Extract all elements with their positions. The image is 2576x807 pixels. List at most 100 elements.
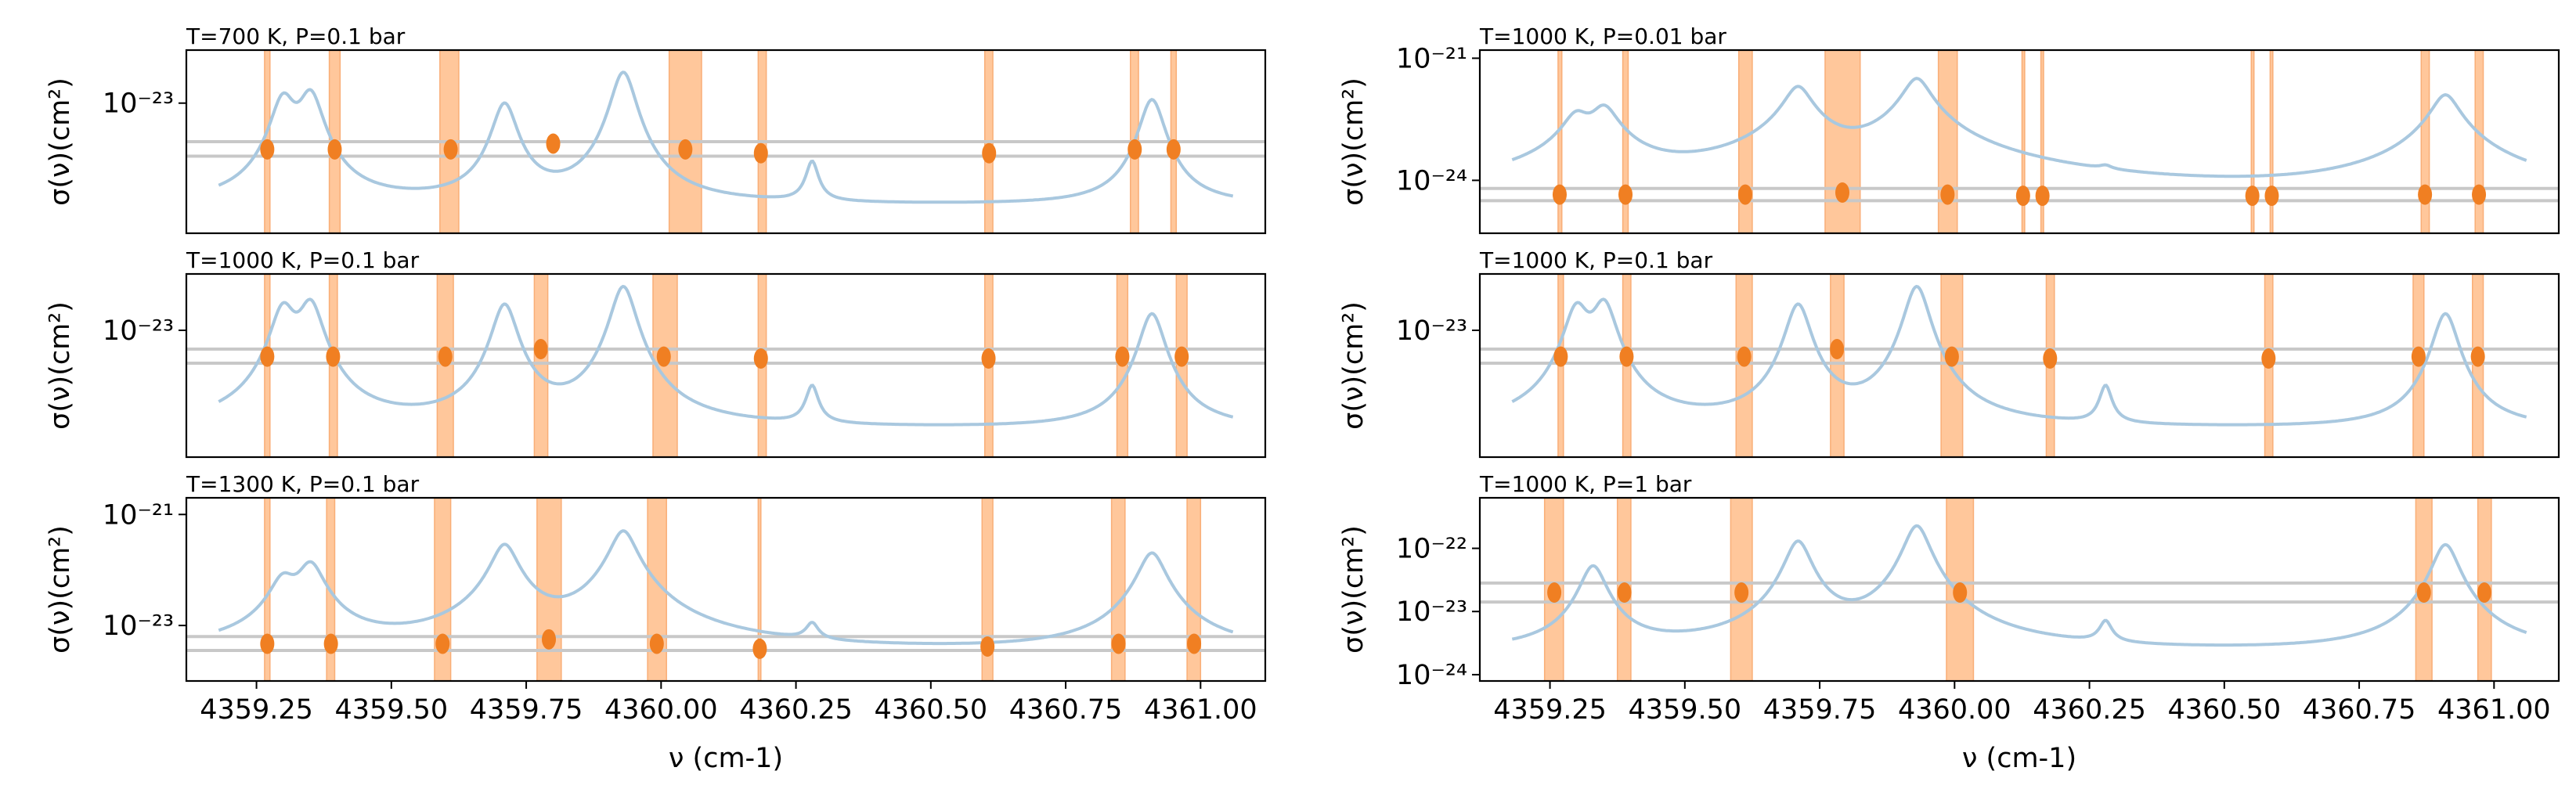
band-8 bbox=[2250, 50, 2255, 233]
xtick-label: 4360.75 bbox=[1009, 694, 1123, 726]
band-6 bbox=[2021, 50, 2026, 233]
spectrum-line bbox=[1511, 284, 2527, 427]
marker-7 bbox=[2035, 186, 2050, 207]
marker-4 bbox=[1835, 182, 1850, 203]
xtick-label: 4361.00 bbox=[2437, 694, 2551, 726]
marker-5 bbox=[678, 139, 693, 160]
ytick-label: 10⁻²⁴ bbox=[1396, 660, 1467, 691]
ytick-label: 10⁻²³ bbox=[1396, 596, 1467, 628]
marker-2 bbox=[327, 139, 342, 160]
ytick-label: 10⁻²³ bbox=[103, 315, 174, 347]
marker-3 bbox=[1737, 346, 1752, 367]
marker-3 bbox=[435, 633, 450, 654]
xtick-label: 4360.50 bbox=[874, 694, 987, 726]
panel-title: T=1300 K, P=0.1 bar bbox=[186, 471, 420, 497]
marker-2 bbox=[1617, 582, 1632, 603]
marker-4 bbox=[546, 133, 561, 154]
panel-title: T=1000 K, P=0.01 bar bbox=[1479, 23, 1726, 49]
marker-8 bbox=[2411, 346, 2426, 367]
band-4 bbox=[1824, 50, 1861, 233]
y-axis-label: σ(ν)(cm²) bbox=[45, 77, 76, 206]
panel-5: T=1000 K, P=0.1 bar 10⁻²³ σ(ν)(cm²) bbox=[1338, 247, 2560, 459]
band-10 bbox=[2420, 50, 2430, 233]
band-6 bbox=[757, 498, 762, 681]
panel-2: T=1000 K, P=0.1 bar 10⁻²³ σ(ν)(cm²) bbox=[45, 247, 1267, 459]
marker-4 bbox=[1953, 582, 1968, 603]
spectrum-line bbox=[1511, 77, 2527, 178]
panel-3: T=1300 K, P=0.1 bar 10⁻²³ 10⁻²¹ σ(ν)(cm²) 43… bbox=[45, 471, 1267, 774]
marker-8 bbox=[1111, 633, 1126, 654]
ytick-label: 10⁻²² bbox=[1396, 534, 1467, 565]
xtick-label: 4360.50 bbox=[2167, 694, 2281, 726]
marker-1 bbox=[260, 346, 275, 367]
plot-area bbox=[1480, 50, 2559, 233]
band-3 bbox=[1737, 50, 1753, 233]
band-1 bbox=[1557, 50, 1563, 233]
panel-frame bbox=[1478, 272, 2560, 459]
band-7 bbox=[2040, 50, 2044, 233]
marker-3 bbox=[443, 139, 458, 160]
xtick-label: 4360.00 bbox=[604, 694, 718, 726]
marker-9 bbox=[1187, 633, 1202, 654]
marker-4 bbox=[542, 629, 557, 650]
marker-3 bbox=[1734, 582, 1749, 603]
panel-6: T=1000 K, P=1 bar 10⁻²⁴ 10⁻²³ 10⁻²² σ(ν)(cm²… bbox=[1338, 471, 2560, 774]
marker-3 bbox=[438, 346, 453, 367]
xtick-label: 4359.25 bbox=[1493, 694, 1607, 726]
marker-6 bbox=[753, 348, 768, 369]
xtick-label: 4359.75 bbox=[1763, 694, 1877, 726]
xtick-label: 4360.00 bbox=[1898, 694, 2011, 726]
y-axis-label: σ(ν)(cm²) bbox=[1338, 525, 1369, 654]
ytick-label: 10⁻²¹ bbox=[103, 499, 174, 531]
marker-1 bbox=[260, 633, 275, 654]
ytick-label: 10⁻²³ bbox=[1396, 315, 1467, 347]
ytick-label: 10⁻²⁴ bbox=[1396, 165, 1467, 196]
marker-7 bbox=[2261, 348, 2276, 369]
x-axis-label: ν (cm-1) bbox=[1962, 743, 2076, 774]
x-axis-label: ν (cm-1) bbox=[669, 743, 783, 774]
marker-9 bbox=[1174, 346, 1189, 367]
marker-2 bbox=[1619, 346, 1634, 367]
marker-5 bbox=[1940, 184, 1955, 205]
panel-title: T=1000 K, P=0.1 bar bbox=[1479, 247, 1713, 273]
band-4 bbox=[1830, 274, 1845, 457]
spectrum-line bbox=[1511, 524, 2527, 647]
marker-6 bbox=[2015, 186, 2030, 207]
xtick-label: 4360.25 bbox=[2033, 694, 2146, 726]
xtick-label: 4360.75 bbox=[2303, 694, 2416, 726]
marker-2 bbox=[326, 346, 341, 367]
marker-2 bbox=[323, 633, 338, 654]
panel-1: T=700 K, P=0.1 bar 10⁻²³ σ(ν)(cm²) bbox=[45, 23, 1267, 235]
marker-1 bbox=[1553, 346, 1568, 367]
marker-7 bbox=[980, 636, 995, 657]
xtick-label: 4361.00 bbox=[1144, 694, 1257, 726]
marker-1 bbox=[260, 139, 275, 160]
panel-title: T=700 K, P=0.1 bar bbox=[186, 23, 406, 49]
y-axis-label: σ(ν)(cm²) bbox=[1338, 301, 1369, 430]
marker-4 bbox=[1830, 339, 1845, 359]
panel-4: T=1000 K, P=0.01 bar 10⁻²⁴ 10⁻²¹ σ(ν)(cm²) bbox=[1338, 23, 2560, 235]
y-axis-label: σ(ν)(cm²) bbox=[45, 301, 76, 430]
marker-9 bbox=[2470, 346, 2485, 367]
panel-frame bbox=[185, 49, 1267, 235]
spectrum-line bbox=[218, 284, 1234, 427]
marker-10 bbox=[2418, 184, 2433, 205]
marker-5 bbox=[1944, 346, 1959, 367]
ytick-label: 10⁻²¹ bbox=[1396, 43, 1467, 74]
marker-4 bbox=[533, 339, 548, 359]
marker-5 bbox=[656, 346, 671, 367]
marker-1 bbox=[1547, 582, 1562, 603]
band-9 bbox=[2269, 50, 2274, 233]
y-axis-label: σ(ν)(cm²) bbox=[45, 525, 76, 654]
spectrum-line bbox=[218, 70, 1234, 204]
marker-3 bbox=[1737, 184, 1752, 205]
marker-11 bbox=[2472, 184, 2487, 205]
xtick-label: 4359.50 bbox=[1628, 694, 1741, 726]
xtick-label: 4360.25 bbox=[739, 694, 853, 726]
marker-5 bbox=[649, 633, 664, 654]
panel-frame bbox=[185, 496, 1267, 683]
marker-6 bbox=[2477, 582, 2491, 603]
band-4 bbox=[533, 274, 549, 457]
ytick-label: 10⁻²³ bbox=[103, 88, 174, 120]
